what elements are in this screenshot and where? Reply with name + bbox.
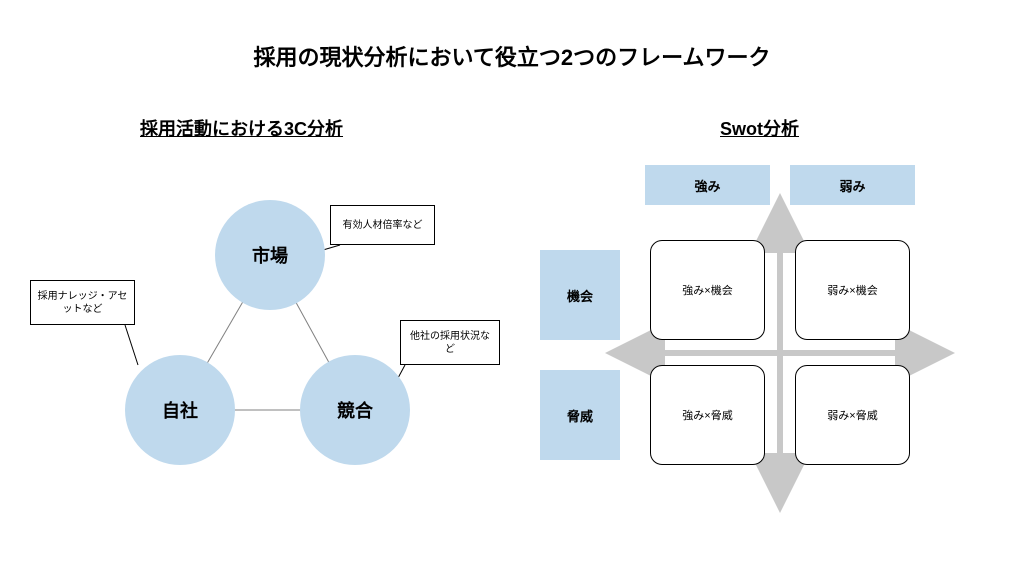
node-competitor: 競合: [300, 355, 410, 465]
callout-company: 採用ナレッジ・アセットなど: [30, 280, 135, 325]
subtitle-swot: Swot分析: [720, 115, 799, 141]
swot-cell-wt: 弱み×脅威: [795, 365, 910, 465]
swot-diagram: 強み 弱み 機会 脅威 強み×機会 弱み×機会 強み×脅威 弱み×脅威: [540, 165, 1010, 545]
node-company-label: 自社: [162, 397, 198, 423]
subtitle-3c: 採用活動における3C分析: [140, 115, 343, 141]
node-market: 市場: [215, 200, 325, 310]
node-competitor-label: 競合: [337, 397, 373, 423]
swot-cell-so-text: 強み×機会: [682, 282, 732, 298]
callout-competitor: 他社の採用状況など: [400, 320, 500, 365]
callout-market: 有効人材倍率など: [330, 205, 435, 245]
swot-cell-wo-text: 弱み×機会: [827, 282, 877, 298]
callout-company-text: 採用ナレッジ・アセットなど: [37, 290, 128, 316]
node-company: 自社: [125, 355, 235, 465]
swot-cell-wt-text: 弱み×脅威: [827, 407, 877, 423]
swot-cell-wo: 弱み×機会: [795, 240, 910, 340]
callout-market-text: 有効人材倍率など: [343, 219, 423, 232]
swot-cell-st: 強み×脅威: [650, 365, 765, 465]
swot-cell-st-text: 強み×脅威: [682, 407, 732, 423]
threec-diagram: 市場 自社 競合 有効人材倍率など 採用ナレッジ・アセットなど 他社の採用状況な…: [30, 160, 490, 540]
swot-axes: [540, 165, 1010, 525]
swot-cell-so: 強み×機会: [650, 240, 765, 340]
page-title: 採用の現状分析において役立つ2つのフレームワーク: [0, 40, 1024, 72]
callout-competitor-text: 他社の採用状況など: [407, 330, 493, 356]
node-market-label: 市場: [252, 242, 288, 268]
